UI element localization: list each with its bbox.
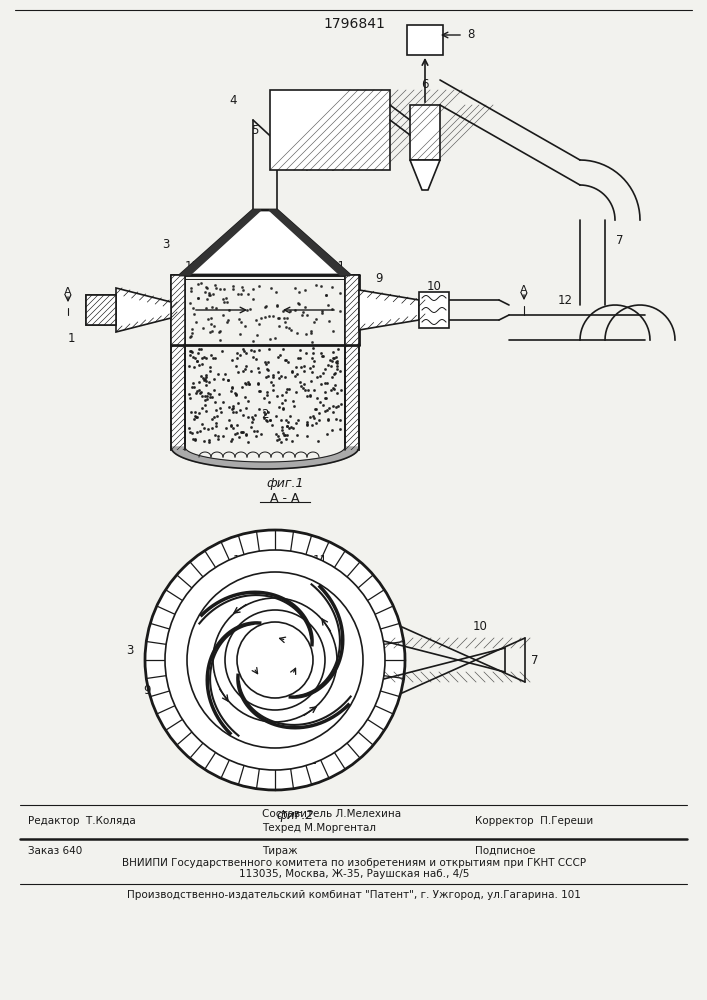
Text: Составитель Л.Мелехина: Составитель Л.Мелехина <box>262 809 401 819</box>
Bar <box>407 25 443 55</box>
Text: 1796841: 1796841 <box>323 17 385 31</box>
Text: 8: 8 <box>467 28 474 41</box>
Text: Корректор  П.Гереши: Корректор П.Гереши <box>475 816 593 826</box>
Text: 9: 9 <box>375 271 382 284</box>
Text: 11: 11 <box>233 554 247 566</box>
Text: 11: 11 <box>238 754 252 766</box>
Text: Техред М.Моргентал: Техред М.Моргентал <box>262 823 376 833</box>
Text: 6: 6 <box>421 79 428 92</box>
Bar <box>171 275 185 345</box>
Circle shape <box>145 530 405 790</box>
Text: 113035, Москва, Ж-35, Раушская наб., 4/5: 113035, Москва, Ж-35, Раушская наб., 4/5 <box>239 869 469 879</box>
Bar <box>171 345 185 450</box>
Bar <box>345 275 359 345</box>
Bar <box>86 295 116 325</box>
Text: А - А: А - А <box>270 491 300 504</box>
Text: Подписное: Подписное <box>475 846 535 856</box>
Bar <box>345 345 359 450</box>
Bar <box>171 275 185 345</box>
Text: 5: 5 <box>251 123 259 136</box>
Bar <box>345 275 359 345</box>
Circle shape <box>237 622 313 698</box>
Text: Редактор  Т.Коляда: Редактор Т.Коляда <box>28 816 136 826</box>
Text: 11: 11 <box>330 260 346 273</box>
Bar <box>270 90 390 170</box>
Circle shape <box>225 610 325 710</box>
Text: Производственно-издательский комбинат "Патент", г. Ужгород, ул.Гагарина. 101: Производственно-издательский комбинат "П… <box>127 890 581 900</box>
Bar <box>410 105 440 160</box>
Text: 2: 2 <box>262 408 269 422</box>
Text: ВНИИПИ Государственного комитета по изобретениям и открытиям при ГКНТ СССР: ВНИИПИ Государственного комитета по изоб… <box>122 858 586 868</box>
Polygon shape <box>269 210 350 275</box>
Circle shape <box>187 572 363 748</box>
Text: А: А <box>64 287 72 297</box>
Polygon shape <box>359 290 419 330</box>
Text: 10: 10 <box>472 619 487 633</box>
Polygon shape <box>116 288 171 332</box>
Text: 11: 11 <box>185 260 199 273</box>
Text: 11: 11 <box>303 754 317 766</box>
Circle shape <box>213 598 337 722</box>
Polygon shape <box>171 447 359 469</box>
Polygon shape <box>180 210 350 275</box>
Text: 7: 7 <box>617 233 624 246</box>
Text: 11: 11 <box>312 554 327 566</box>
Bar <box>86 295 116 325</box>
Polygon shape <box>410 160 440 190</box>
Text: 4: 4 <box>229 94 237 106</box>
Bar <box>419 292 449 328</box>
Text: фиг.2: фиг.2 <box>276 808 314 822</box>
Text: 9: 9 <box>144 684 151 696</box>
Circle shape <box>165 550 385 770</box>
Text: Заказ 640: Заказ 640 <box>28 846 82 856</box>
Text: Тираж: Тираж <box>262 846 298 856</box>
Bar <box>345 345 359 450</box>
Text: А: А <box>520 285 528 295</box>
Text: 7: 7 <box>531 654 539 666</box>
Text: 3: 3 <box>163 238 170 251</box>
Text: 12: 12 <box>558 294 573 306</box>
Text: 3: 3 <box>127 644 134 656</box>
Text: 10: 10 <box>426 279 441 292</box>
Text: фиг.1: фиг.1 <box>267 477 304 489</box>
Bar <box>171 345 185 450</box>
Polygon shape <box>180 210 261 275</box>
Bar <box>86 295 116 325</box>
Text: 1: 1 <box>67 332 75 344</box>
